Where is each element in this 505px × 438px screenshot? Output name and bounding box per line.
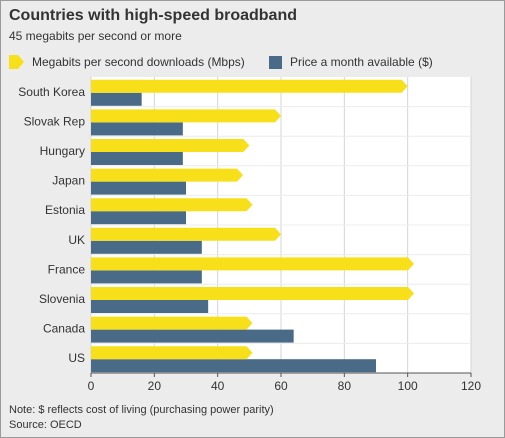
- mbps-arrow: [91, 346, 253, 360]
- x-tick-label: 20: [148, 379, 162, 393]
- x-tick-label: 40: [211, 379, 225, 393]
- mbps-arrow: [91, 316, 253, 330]
- x-tick-label: 80: [338, 379, 352, 393]
- category-label: UK: [68, 233, 85, 247]
- price-bar: [91, 181, 186, 195]
- category-label: Japan: [52, 174, 85, 188]
- footer-note: Note: $ reflects cost of living (purchas…: [9, 404, 274, 416]
- x-tick-label: 0: [88, 379, 95, 393]
- price-bar: [91, 270, 202, 284]
- legend-swatch-mbps: [9, 55, 24, 69]
- category-label: Slovak Rep: [24, 114, 86, 128]
- category-label: Estonia: [45, 203, 85, 217]
- mbps-arrow: [91, 109, 281, 123]
- price-bar: [91, 211, 186, 225]
- mbps-arrow: [91, 287, 414, 300]
- mbps-arrow: [91, 227, 281, 241]
- x-tick-label: 60: [274, 379, 288, 393]
- price-bar: [91, 359, 376, 373]
- legend-swatch-price: [269, 55, 282, 69]
- mbps-arrow: [91, 168, 243, 182]
- mbps-arrow: [91, 198, 253, 212]
- legend-item-price: Price a month available ($): [269, 54, 433, 70]
- mbps-arrow: [91, 257, 414, 271]
- footer-source: Source: OECD: [9, 419, 82, 431]
- chart-title: Countries with high-speed broadband: [9, 7, 297, 24]
- price-bar: [91, 240, 202, 254]
- legend-item-mbps: Megabits per second downloads (Mbps): [9, 54, 245, 70]
- mbps-arrow: [91, 139, 250, 152]
- category-label: Canada: [43, 322, 85, 336]
- price-bar: [91, 122, 183, 136]
- price-bar: [91, 329, 294, 343]
- x-tick-label: 100: [398, 379, 418, 393]
- mbps-arrow: [91, 79, 408, 93]
- chart-subtitle: 45 megabits per second or more: [9, 29, 182, 43]
- category-label: South Korea: [18, 85, 85, 99]
- x-tick-label: 120: [461, 379, 481, 393]
- category-label: Slovenia: [39, 292, 85, 306]
- legend-label-mbps: Megabits per second downloads (Mbps): [32, 55, 245, 69]
- category-label: Hungary: [40, 144, 85, 158]
- category-label: France: [48, 262, 86, 276]
- price-bar: [91, 300, 209, 313]
- price-bar: [91, 92, 142, 106]
- category-label: US: [68, 351, 85, 365]
- price-bar: [91, 152, 183, 165]
- legend-label-price: Price a month available ($): [290, 55, 433, 69]
